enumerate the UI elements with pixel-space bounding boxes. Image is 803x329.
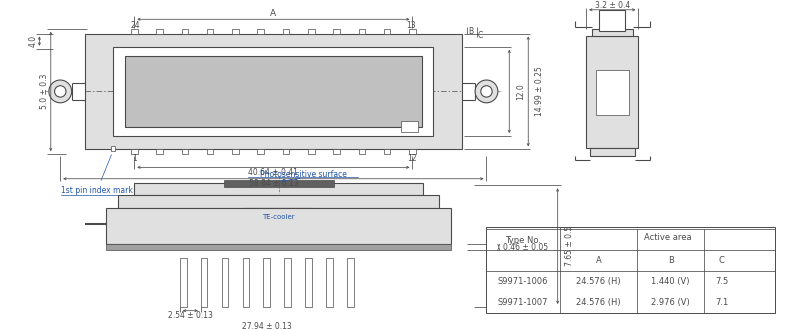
Text: 2.54 ± 0.13: 2.54 ± 0.13: [168, 311, 213, 320]
Text: C: C: [477, 31, 482, 40]
Bar: [383, 149, 390, 154]
Bar: [134, 184, 422, 195]
Text: 24.576 (H): 24.576 (H): [576, 277, 620, 286]
Text: TE-cooler: TE-cooler: [262, 214, 295, 220]
Bar: [224, 180, 333, 187]
Circle shape: [49, 80, 71, 103]
Text: 27.94 ± 0.13: 27.94 ± 0.13: [242, 322, 291, 329]
Bar: [595, 70, 628, 115]
Bar: [263, 258, 270, 307]
Text: 12.0: 12.0: [516, 83, 524, 100]
Bar: [180, 258, 186, 307]
Bar: [585, 37, 638, 148]
Text: Photosensitive surface: Photosensitive surface: [259, 169, 346, 179]
Bar: [358, 149, 365, 154]
Bar: [591, 29, 632, 37]
Bar: [589, 148, 634, 156]
Bar: [326, 258, 332, 307]
Bar: [206, 149, 214, 154]
Bar: [333, 149, 340, 154]
Bar: [283, 29, 289, 34]
Text: 24.576 (H): 24.576 (H): [576, 298, 620, 307]
Text: 4.0: 4.0: [28, 35, 37, 47]
Bar: [283, 149, 289, 154]
Text: B: B: [467, 27, 472, 36]
Circle shape: [475, 80, 497, 103]
Text: 1.440 (V): 1.440 (V): [650, 277, 689, 286]
Text: 12: 12: [407, 154, 417, 163]
Bar: [106, 208, 450, 244]
Bar: [206, 29, 214, 34]
Text: 0.46 ± 0.05: 0.46 ± 0.05: [502, 242, 548, 252]
Bar: [118, 195, 438, 208]
Bar: [106, 244, 450, 250]
Text: 1: 1: [132, 154, 137, 163]
Text: S9971-1006: S9971-1006: [497, 277, 547, 286]
Text: Active area: Active area: [642, 233, 691, 242]
Text: A: A: [595, 256, 601, 265]
Text: Type No.: Type No.: [504, 236, 540, 245]
Text: B: B: [666, 256, 673, 265]
Circle shape: [55, 86, 66, 97]
Bar: [257, 29, 263, 34]
Bar: [308, 149, 314, 154]
Bar: [131, 29, 137, 34]
Bar: [124, 56, 422, 127]
Text: 13: 13: [406, 21, 416, 30]
Bar: [257, 149, 263, 154]
Bar: [308, 29, 314, 34]
Text: 7.5: 7.5: [715, 277, 728, 286]
Bar: [599, 10, 624, 31]
Bar: [113, 47, 433, 136]
Bar: [111, 146, 115, 151]
Bar: [222, 258, 228, 307]
Text: 1st pin index mark: 1st pin index mark: [61, 155, 133, 195]
Text: S9971-1007: S9971-1007: [497, 298, 547, 307]
Bar: [181, 149, 188, 154]
Bar: [181, 29, 188, 34]
Bar: [358, 29, 365, 34]
Bar: [243, 258, 249, 307]
Bar: [156, 149, 163, 154]
Bar: [232, 149, 238, 154]
Bar: [347, 258, 353, 307]
Text: 7.1: 7.1: [715, 298, 728, 307]
Bar: [409, 29, 415, 34]
Text: 5.0 ± 0.3: 5.0 ± 0.3: [39, 74, 48, 109]
Bar: [305, 258, 312, 307]
Bar: [333, 29, 340, 34]
Text: 58.84 ± 0.13: 58.84 ± 0.13: [248, 179, 298, 188]
Text: 14.99 ± 0.25: 14.99 ± 0.25: [534, 66, 543, 116]
Text: 40.64 ± 0.41: 40.64 ± 0.41: [248, 167, 298, 177]
Text: C: C: [718, 256, 724, 265]
Bar: [245, 208, 312, 225]
Bar: [485, 227, 774, 313]
Bar: [383, 29, 390, 34]
Bar: [85, 34, 461, 149]
Text: 3.2 ± 0.4: 3.2 ± 0.4: [594, 1, 629, 10]
Bar: [156, 29, 163, 34]
Bar: [409, 149, 415, 154]
Circle shape: [480, 86, 491, 97]
Text: 2.976 (V): 2.976 (V): [650, 298, 689, 307]
Text: 24: 24: [130, 21, 140, 30]
Text: 7.65 ± 0.5: 7.65 ± 0.5: [565, 226, 573, 266]
Text: A: A: [270, 9, 276, 18]
Bar: [401, 121, 418, 132]
Bar: [201, 258, 207, 307]
Bar: [232, 29, 238, 34]
Bar: [131, 149, 137, 154]
Bar: [284, 258, 291, 307]
